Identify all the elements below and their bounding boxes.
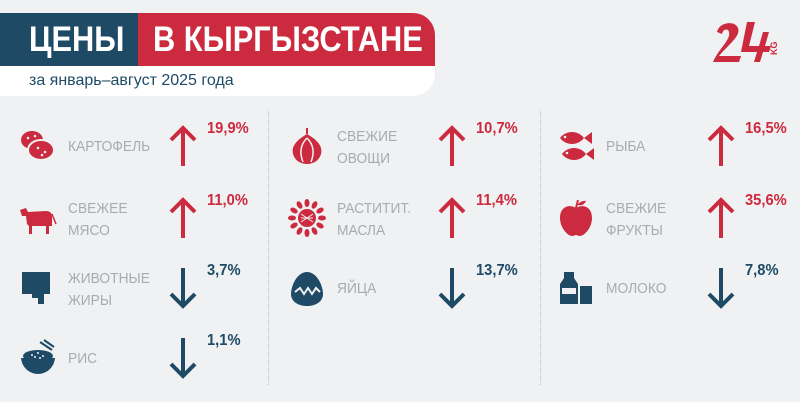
- arrow-up-icon: [168, 124, 198, 168]
- price-item: ЯЙЦА 13,7%: [287, 262, 547, 328]
- price-item: СВЕЖЕЕ МЯСО 11,0%: [18, 192, 278, 258]
- item-label: ЖИВОТНЫЕ ЖИРЫ: [68, 270, 150, 309]
- price-item: РИС 1,1%: [18, 332, 278, 398]
- onion-icon: [287, 126, 327, 166]
- item-value: 7,8%: [745, 262, 779, 279]
- price-item: РЫБА 16,5%: [556, 120, 800, 186]
- arrow-up-icon: [437, 124, 467, 168]
- arrow-up-icon: [706, 124, 736, 168]
- title-right-box: [138, 13, 435, 66]
- fish-icon: [556, 126, 596, 166]
- subtitle: за январь–август 2025 года: [29, 72, 234, 89]
- item-label: РИС: [68, 350, 98, 367]
- item-value: 3,7%: [207, 262, 241, 279]
- potato-icon: [18, 126, 58, 166]
- price-item: МОЛОКО 7,8%: [556, 262, 800, 328]
- item-label: СВЕЖИЕ ФРУКТЫ: [606, 200, 667, 239]
- column-divider: [268, 110, 269, 385]
- sunflower-icon: [287, 198, 327, 238]
- item-label: СВЕЖИЕ ОВОЩИ: [337, 128, 398, 167]
- item-value: 16,5%: [745, 120, 787, 137]
- price-item: ЖИВОТНЫЕ ЖИРЫ 3,7%: [18, 262, 278, 328]
- title-left-box: [0, 13, 138, 66]
- rice-bowl-icon: [18, 338, 58, 378]
- item-value: 1,1%: [207, 332, 241, 349]
- item-label: ЯЙЦА: [337, 280, 377, 297]
- title-left: ЦЕНЫ: [29, 20, 125, 59]
- arrow-up-icon: [706, 196, 736, 240]
- price-item: СВЕЖИЕ ОВОЩИ 10,7%: [287, 120, 547, 186]
- item-label: МОЛОКО: [606, 280, 667, 297]
- arrow-down-icon: [168, 336, 198, 380]
- item-label: РЫБА: [606, 138, 646, 155]
- item-value: 19,9%: [207, 120, 249, 137]
- arrow-up-icon: [437, 196, 467, 240]
- arrow-up-icon: [168, 196, 198, 240]
- butter-icon: [18, 268, 58, 308]
- item-value: 35,6%: [745, 192, 787, 209]
- cow-icon: [18, 198, 58, 238]
- item-value: 11,0%: [207, 192, 248, 209]
- milk-icon: [556, 268, 596, 308]
- egg-icon: [287, 268, 327, 308]
- arrow-down-icon: [706, 266, 736, 310]
- item-label: КАРТОФЕЛЬ: [68, 138, 151, 155]
- price-item: КАРТОФЕЛЬ 19,9%: [18, 120, 278, 186]
- arrow-down-icon: [437, 266, 467, 310]
- price-item: РАСТИТИТ. МАСЛА 11,4%: [287, 192, 547, 258]
- item-label: СВЕЖЕЕ МЯСО: [68, 200, 128, 239]
- title-right: В КЫРГЫЗСТАНЕ: [153, 20, 423, 59]
- logo-24kg: [713, 22, 771, 62]
- item-value: 10,7%: [476, 120, 518, 137]
- item-value: 13,7%: [476, 262, 518, 279]
- subtitle-box: [0, 66, 435, 96]
- item-value: 11,4%: [476, 192, 517, 209]
- item-label: РАСТИТИТ. МАСЛА: [337, 200, 412, 239]
- price-item: СВЕЖИЕ ФРУКТЫ 35,6%: [556, 192, 800, 258]
- logo-suffix: KG: [769, 41, 779, 56]
- column-divider: [540, 110, 541, 385]
- apple-icon: [556, 198, 596, 238]
- arrow-down-icon: [168, 266, 198, 310]
